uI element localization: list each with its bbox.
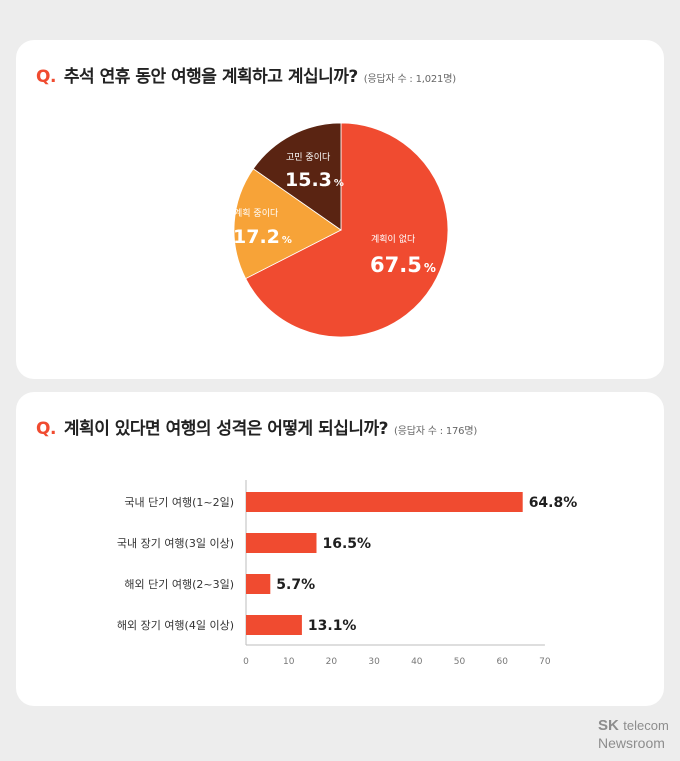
slice-value-number: 67.5 <box>370 253 422 277</box>
slice-value-number: 17.2 <box>233 226 280 248</box>
slice-value: 17.2% <box>233 226 292 248</box>
x-tick-label: 50 <box>454 657 466 667</box>
category-label: 국내 단기 여행(1~2일) <box>124 495 234 509</box>
bar <box>246 533 317 553</box>
bar-value-label: 13.1% <box>308 618 357 634</box>
question-2-title: Q. 계획이 있다면 여행의 성격은 어떻게 되십니까? (응답자 수 : 176명… <box>36 414 477 439</box>
x-tick-label: 70 <box>539 657 551 667</box>
slice-label: 고민 중이다 <box>286 152 331 163</box>
question-text: 추석 연휴 동안 여행을 계획하고 계십니까? <box>63 67 358 87</box>
slice-value-number: 15.3 <box>285 169 332 191</box>
pie-slice <box>245 122 449 338</box>
bar-value-label: 5.7% <box>276 577 315 593</box>
x-tick-label: 0 <box>243 657 249 667</box>
bar <box>246 492 523 512</box>
respondent-count: (응답자 수 : 176명) <box>394 426 478 437</box>
respondent-count: (응답자 수 : 1,021명) <box>363 74 456 85</box>
x-tick-label: 30 <box>368 657 380 667</box>
category-label: 해외 단기 여행(2~3일) <box>124 577 234 591</box>
brand-newsroom: Newsroom <box>598 735 665 751</box>
pie-chart: 계획이 없다 67.5 % 계획 중이다 17.2 % 고민 중이다 15.3% <box>233 122 449 338</box>
bar <box>246 574 271 594</box>
question-mark: Q. <box>36 67 56 87</box>
question-1-title: Q. 추석 연휴 동안 여행을 계획하고 계십니까? (응답자 수 : 1,021명… <box>36 62 456 87</box>
brand-sk: SK <box>598 717 619 734</box>
category-label: 해외 장기 여행(4일 이상) <box>117 618 234 632</box>
bar <box>246 615 302 635</box>
x-tick-label: 20 <box>326 657 338 667</box>
bar-value-label: 16.5% <box>323 536 372 552</box>
category-label: 국내 장기 여행(3일 이상) <box>117 536 234 550</box>
pie-slice <box>252 122 342 231</box>
brand-telecom: telecom <box>623 718 669 733</box>
slice-value-unit: % <box>282 235 292 246</box>
bar-chart: 국내 단기 여행(1~2일) 64.8% 국내 장기 여행(3일 이상) 16.5% 해… <box>117 480 578 667</box>
x-tick-label: 40 <box>411 657 423 667</box>
question-text: 계획이 있다면 여행의 성격은 어떻게 되십니까? <box>63 419 389 439</box>
x-tick-label: 60 <box>496 657 508 667</box>
pie-chart-card: Q. 추석 연휴 동안 여행을 계획하고 계십니까? (응답자 수 : 1,021명… <box>16 40 664 379</box>
x-tick-label: 10 <box>283 657 295 667</box>
sk-telecom-newsroom-logo: SK telecom Newsroom <box>598 718 669 750</box>
slice-value-unit: % <box>334 178 344 189</box>
slice-label: 계획 중이다 <box>234 207 279 219</box>
bar-value-label: 64.8% <box>529 495 578 511</box>
slice-value: 15.3% <box>285 169 344 191</box>
slice-value: 67.5% <box>370 253 436 277</box>
bar-chart-card: Q. 계획이 있다면 여행의 성격은 어떻게 되십니까? (응답자 수 : 176명… <box>16 392 664 706</box>
slice-label: 계획이 없다 <box>371 233 416 245</box>
pie-slice <box>233 168 342 280</box>
question-mark: Q. <box>36 419 56 439</box>
slice-value-unit: % <box>424 261 436 275</box>
